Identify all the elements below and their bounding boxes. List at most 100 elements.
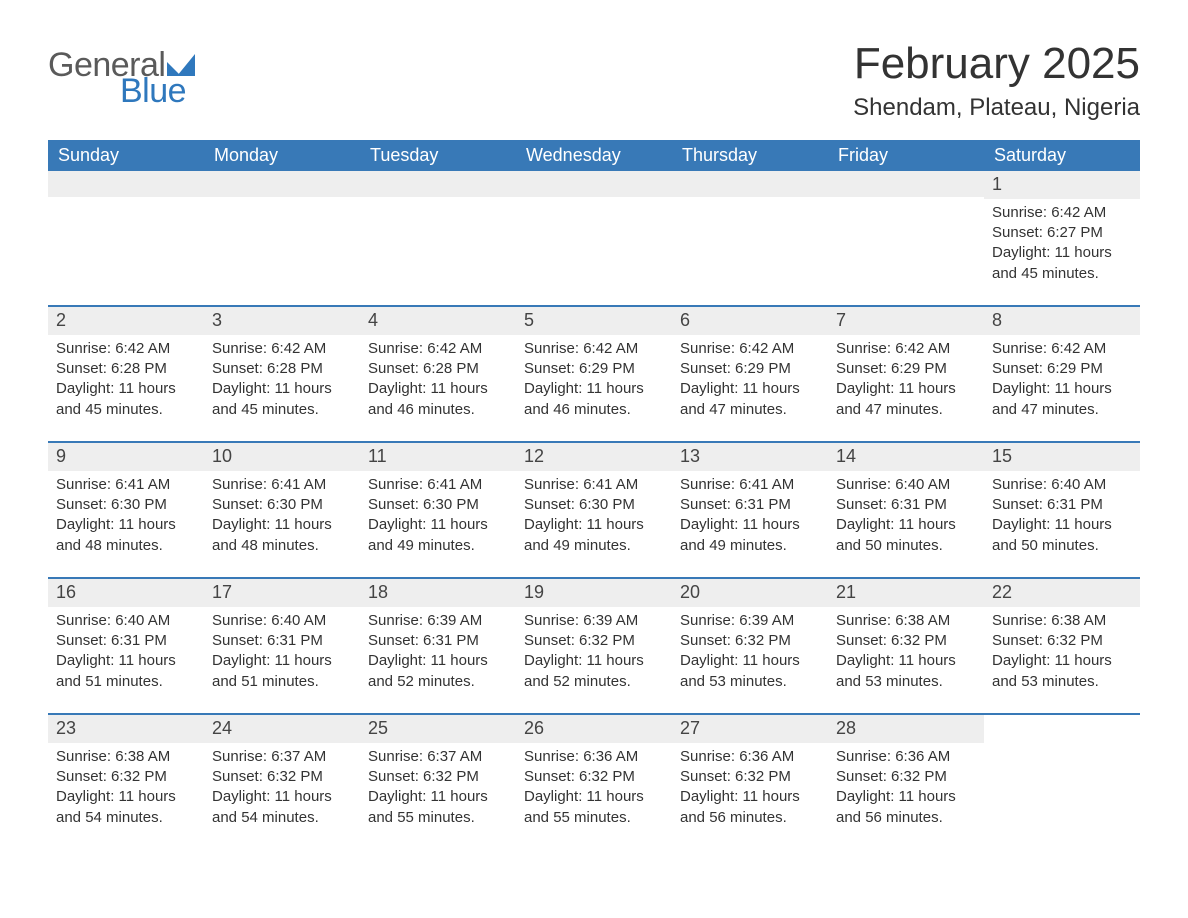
calendar-day-cell: 26Sunrise: 6:36 AMSunset: 6:32 PMDayligh… (516, 715, 672, 849)
day-number: 19 (516, 579, 672, 607)
day-details: Sunrise: 6:41 AMSunset: 6:31 PMDaylight:… (672, 471, 828, 564)
day-number: 8 (984, 307, 1140, 335)
day-details: Sunrise: 6:36 AMSunset: 6:32 PMDaylight:… (672, 743, 828, 836)
day-number: 9 (48, 443, 204, 471)
logo: General Blue (48, 40, 195, 108)
day-header-sunday: Sunday (48, 140, 204, 171)
day-details: Sunrise: 6:41 AMSunset: 6:30 PMDaylight:… (48, 471, 204, 564)
calendar-day-cell: 16Sunrise: 6:40 AMSunset: 6:31 PMDayligh… (48, 579, 204, 713)
day-number: 21 (828, 579, 984, 607)
day-header-monday: Monday (204, 140, 360, 171)
day-header-saturday: Saturday (984, 140, 1140, 171)
calendar-day-cell: 19Sunrise: 6:39 AMSunset: 6:32 PMDayligh… (516, 579, 672, 713)
title-block: February 2025 Shendam, Plateau, Nigeria (853, 40, 1140, 122)
day-details: Sunrise: 6:37 AMSunset: 6:32 PMDaylight:… (360, 743, 516, 836)
day-number: 13 (672, 443, 828, 471)
day-number: 10 (204, 443, 360, 471)
calendar-empty-cell (48, 171, 204, 305)
calendar-day-cell: 15Sunrise: 6:40 AMSunset: 6:31 PMDayligh… (984, 443, 1140, 577)
day-details: Sunrise: 6:38 AMSunset: 6:32 PMDaylight:… (48, 743, 204, 836)
calendar-empty-cell (828, 171, 984, 305)
day-number: 14 (828, 443, 984, 471)
day-number: 26 (516, 715, 672, 743)
logo-word-blue: Blue (120, 74, 195, 108)
calendar-empty-cell (984, 715, 1140, 849)
calendar-day-cell: 5Sunrise: 6:42 AMSunset: 6:29 PMDaylight… (516, 307, 672, 441)
day-details: Sunrise: 6:42 AMSunset: 6:28 PMDaylight:… (204, 335, 360, 428)
calendar-day-cell: 22Sunrise: 6:38 AMSunset: 6:32 PMDayligh… (984, 579, 1140, 713)
calendar-empty-cell (672, 171, 828, 305)
day-details: Sunrise: 6:41 AMSunset: 6:30 PMDaylight:… (360, 471, 516, 564)
day-details: Sunrise: 6:41 AMSunset: 6:30 PMDaylight:… (204, 471, 360, 564)
day-details: Sunrise: 6:42 AMSunset: 6:29 PMDaylight:… (828, 335, 984, 428)
calendar-day-cell: 21Sunrise: 6:38 AMSunset: 6:32 PMDayligh… (828, 579, 984, 713)
day-details: Sunrise: 6:36 AMSunset: 6:32 PMDaylight:… (516, 743, 672, 836)
calendar-empty-cell (360, 171, 516, 305)
calendar-table: SundayMondayTuesdayWednesdayThursdayFrid… (48, 140, 1140, 849)
location-subtitle: Shendam, Plateau, Nigeria (853, 94, 1140, 122)
calendar-day-cell: 27Sunrise: 6:36 AMSunset: 6:32 PMDayligh… (672, 715, 828, 849)
month-title: February 2025 (853, 40, 1140, 88)
day-details: Sunrise: 6:42 AMSunset: 6:27 PMDaylight:… (984, 199, 1140, 292)
day-number: 15 (984, 443, 1140, 471)
day-number: 7 (828, 307, 984, 335)
day-number: 5 (516, 307, 672, 335)
day-header-thursday: Thursday (672, 140, 828, 171)
day-number: 12 (516, 443, 672, 471)
day-details: Sunrise: 6:39 AMSunset: 6:32 PMDaylight:… (672, 607, 828, 700)
day-details: Sunrise: 6:38 AMSunset: 6:32 PMDaylight:… (828, 607, 984, 700)
calendar-day-cell: 17Sunrise: 6:40 AMSunset: 6:31 PMDayligh… (204, 579, 360, 713)
calendar-day-cell: 20Sunrise: 6:39 AMSunset: 6:32 PMDayligh… (672, 579, 828, 713)
calendar-empty-cell (516, 171, 672, 305)
day-details: Sunrise: 6:40 AMSunset: 6:31 PMDaylight:… (828, 471, 984, 564)
day-number: 24 (204, 715, 360, 743)
day-details: Sunrise: 6:42 AMSunset: 6:29 PMDaylight:… (984, 335, 1140, 428)
calendar-empty-cell (204, 171, 360, 305)
calendar-week-row: 9Sunrise: 6:41 AMSunset: 6:30 PMDaylight… (48, 443, 1140, 577)
day-details: Sunrise: 6:40 AMSunset: 6:31 PMDaylight:… (984, 471, 1140, 564)
calendar-day-cell: 9Sunrise: 6:41 AMSunset: 6:30 PMDaylight… (48, 443, 204, 577)
day-number: 6 (672, 307, 828, 335)
day-number: 3 (204, 307, 360, 335)
day-details: Sunrise: 6:39 AMSunset: 6:32 PMDaylight:… (516, 607, 672, 700)
day-number: 17 (204, 579, 360, 607)
calendar-day-cell: 2Sunrise: 6:42 AMSunset: 6:28 PMDaylight… (48, 307, 204, 441)
day-details: Sunrise: 6:39 AMSunset: 6:31 PMDaylight:… (360, 607, 516, 700)
day-number: 16 (48, 579, 204, 607)
calendar-day-cell: 8Sunrise: 6:42 AMSunset: 6:29 PMDaylight… (984, 307, 1140, 441)
day-number: 27 (672, 715, 828, 743)
day-header-tuesday: Tuesday (360, 140, 516, 171)
day-number: 25 (360, 715, 516, 743)
calendar-day-cell: 18Sunrise: 6:39 AMSunset: 6:31 PMDayligh… (360, 579, 516, 713)
calendar-week-row: 1Sunrise: 6:42 AMSunset: 6:27 PMDaylight… (48, 171, 1140, 305)
day-details: Sunrise: 6:42 AMSunset: 6:28 PMDaylight:… (360, 335, 516, 428)
calendar-day-cell: 11Sunrise: 6:41 AMSunset: 6:30 PMDayligh… (360, 443, 516, 577)
day-number: 2 (48, 307, 204, 335)
day-header-friday: Friday (828, 140, 984, 171)
calendar-day-cell: 4Sunrise: 6:42 AMSunset: 6:28 PMDaylight… (360, 307, 516, 441)
calendar-day-cell: 28Sunrise: 6:36 AMSunset: 6:32 PMDayligh… (828, 715, 984, 849)
calendar-week-row: 16Sunrise: 6:40 AMSunset: 6:31 PMDayligh… (48, 579, 1140, 713)
day-details: Sunrise: 6:40 AMSunset: 6:31 PMDaylight:… (204, 607, 360, 700)
calendar-day-cell: 1Sunrise: 6:42 AMSunset: 6:27 PMDaylight… (984, 171, 1140, 305)
calendar-day-cell: 13Sunrise: 6:41 AMSunset: 6:31 PMDayligh… (672, 443, 828, 577)
day-number: 4 (360, 307, 516, 335)
calendar-day-cell: 14Sunrise: 6:40 AMSunset: 6:31 PMDayligh… (828, 443, 984, 577)
day-number: 22 (984, 579, 1140, 607)
calendar-header-row: SundayMondayTuesdayWednesdayThursdayFrid… (48, 140, 1140, 171)
calendar-week-row: 2Sunrise: 6:42 AMSunset: 6:28 PMDaylight… (48, 307, 1140, 441)
day-details: Sunrise: 6:42 AMSunset: 6:28 PMDaylight:… (48, 335, 204, 428)
calendar-week-row: 23Sunrise: 6:38 AMSunset: 6:32 PMDayligh… (48, 715, 1140, 849)
calendar-day-cell: 25Sunrise: 6:37 AMSunset: 6:32 PMDayligh… (360, 715, 516, 849)
calendar-day-cell: 3Sunrise: 6:42 AMSunset: 6:28 PMDaylight… (204, 307, 360, 441)
day-number: 20 (672, 579, 828, 607)
calendar-day-cell: 6Sunrise: 6:42 AMSunset: 6:29 PMDaylight… (672, 307, 828, 441)
day-details: Sunrise: 6:41 AMSunset: 6:30 PMDaylight:… (516, 471, 672, 564)
day-number: 23 (48, 715, 204, 743)
calendar-day-cell: 23Sunrise: 6:38 AMSunset: 6:32 PMDayligh… (48, 715, 204, 849)
day-details: Sunrise: 6:42 AMSunset: 6:29 PMDaylight:… (672, 335, 828, 428)
calendar-day-cell: 24Sunrise: 6:37 AMSunset: 6:32 PMDayligh… (204, 715, 360, 849)
day-details: Sunrise: 6:42 AMSunset: 6:29 PMDaylight:… (516, 335, 672, 428)
day-number: 11 (360, 443, 516, 471)
calendar-day-cell: 10Sunrise: 6:41 AMSunset: 6:30 PMDayligh… (204, 443, 360, 577)
